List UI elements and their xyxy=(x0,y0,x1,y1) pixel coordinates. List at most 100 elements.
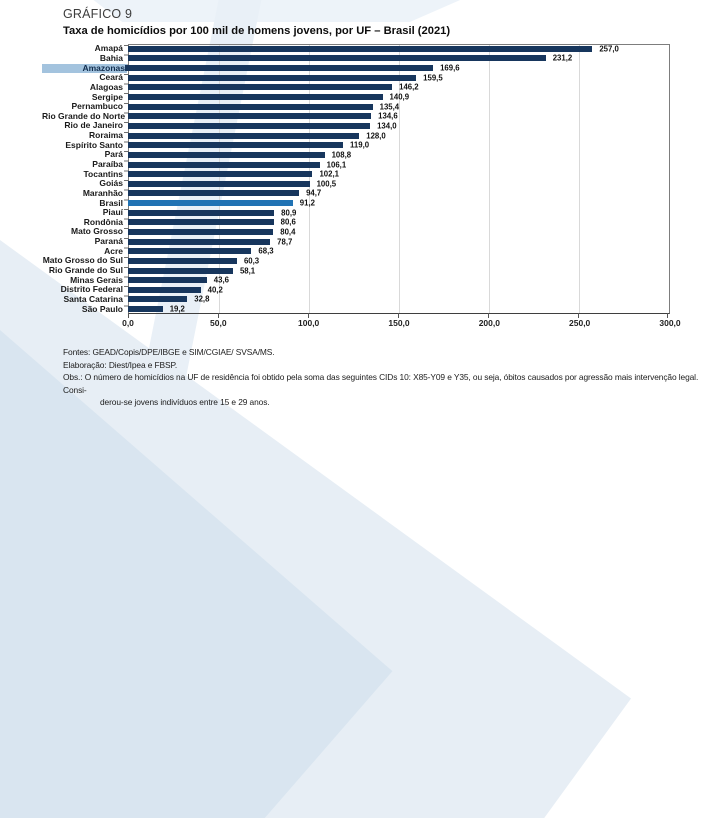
category-label: Pará xyxy=(104,149,123,160)
chart-row: Amazonas 169,6 xyxy=(42,63,670,73)
gridline xyxy=(309,45,310,313)
x-tick-label: 150,0 xyxy=(388,318,410,328)
chart-row: Paraná 78,7 xyxy=(42,237,670,247)
chart-row: Santa Catarina 32,8 xyxy=(42,294,670,305)
chart-row: Minas Gerais 43,6 xyxy=(42,275,670,285)
value-label: 231,2 xyxy=(552,53,573,63)
value-label: 32,8 xyxy=(194,294,210,304)
bar xyxy=(128,257,237,264)
bar-track: 80,6 xyxy=(128,218,670,228)
bar xyxy=(128,171,313,178)
chart-title: Taxa de homicídios por 100 mil de homens… xyxy=(63,25,451,37)
chart-row: Goiás 100,5 xyxy=(42,179,670,189)
bar-track: 32,8 xyxy=(128,295,670,305)
chart-row: Distrito Federal 40,2 xyxy=(42,285,670,295)
value-label: 91,2 xyxy=(299,198,315,208)
bar-track: 119,0 xyxy=(128,140,670,150)
chart-row: Tocantins 102,1 xyxy=(42,169,670,179)
bar-track: 146,2 xyxy=(128,83,670,93)
category-label: Amazonas xyxy=(42,63,127,73)
category-label: Rondônia xyxy=(83,216,123,227)
chart-row: Roraima 128,0 xyxy=(42,131,670,141)
chart-row: Acre 68,3 xyxy=(42,246,670,256)
value-label: 78,7 xyxy=(277,237,293,247)
value-label: 68,3 xyxy=(258,246,274,256)
category-label: Rio Grande do Sul xyxy=(48,265,123,276)
bar xyxy=(128,103,373,110)
value-label: 140,9 xyxy=(389,92,410,102)
bar-track: 19,2 xyxy=(128,304,670,314)
bar-chart: Amapá 257,0 Bahia 231,2 Amazonas 169,6 Ceará 15… xyxy=(42,44,670,318)
bar-track: 58,1 xyxy=(128,266,670,276)
value-label: 106,1 xyxy=(326,160,347,169)
x-tick-mark xyxy=(667,313,668,318)
x-tick-label: 50,0 xyxy=(210,318,227,328)
value-label: 119,0 xyxy=(349,140,370,150)
bar xyxy=(128,200,293,207)
bar xyxy=(128,296,188,303)
chart-row: Piauí 80,9 xyxy=(42,208,670,218)
value-label: 146,2 xyxy=(399,82,419,92)
category-label: Pernambuco xyxy=(71,101,124,112)
category-label: Brasil xyxy=(99,197,123,208)
value-label: 40,2 xyxy=(207,285,223,295)
category-label: Mato Grosso do Sul xyxy=(42,255,123,266)
bar-track: 80,9 xyxy=(128,208,670,218)
category-label: Minas Gerais xyxy=(70,274,123,285)
category-label: Acre xyxy=(104,245,123,256)
chart-row: Rio de Janeiro 134,0 xyxy=(42,121,670,131)
category-label: Roraima xyxy=(88,130,123,141)
bar-track: 43,6 xyxy=(128,275,670,285)
bar xyxy=(128,306,163,313)
bar xyxy=(128,209,275,216)
bar-track: 60,3 xyxy=(128,256,670,266)
footer-elaboracao: Elaboração: Diest/Ipea e FBSP. xyxy=(63,359,178,370)
chart-row: São Paulo 19,2 xyxy=(42,304,670,314)
value-label: 135,4 xyxy=(379,102,400,112)
x-tick-label: 250,0 xyxy=(569,318,591,328)
x-axis-labels: 0,0 50,0 100,0 150,0 200,0 250,0 300,0 xyxy=(122,314,681,329)
bar xyxy=(128,286,201,293)
bar xyxy=(128,180,310,187)
bar xyxy=(128,132,360,139)
chart-row: Ceará 159,5 xyxy=(42,73,670,83)
chart-rows: Amapá 257,0 Bahia 231,2 Amazonas 169,6 Ceará 15… xyxy=(42,44,670,314)
bar xyxy=(128,161,320,168)
chart-row: Maranhão 94,7 xyxy=(42,188,670,199)
chart-row: Alagoas 146,2 xyxy=(42,81,670,93)
x-tick-label: 300,0 xyxy=(659,318,681,328)
bar-track: 128,0 xyxy=(128,131,670,141)
gridline xyxy=(489,45,490,313)
footer-obs-line1: Obs.: O número de homicídios na UF de re… xyxy=(63,372,699,395)
value-label: 108,8 xyxy=(331,150,352,160)
bar-track: 40,2 xyxy=(128,285,670,295)
category-label: Espírito Santo xyxy=(65,139,123,150)
chart-footer: Fontes: GEAD/Copis/DPE/IBGE e SIM/CGIAE/… xyxy=(63,346,713,409)
category-label: Amapá xyxy=(94,43,123,54)
footer-obs-line2: derou-se jovens indivíduos entre 15 e 29… xyxy=(100,397,270,407)
chart-row: Pernambuco 135,4 xyxy=(42,102,670,112)
chart-row: Amapá 257,0 xyxy=(42,44,670,54)
value-label: 80,9 xyxy=(281,208,297,218)
value-label: 134,6 xyxy=(378,111,398,121)
bar-track: 102,1 xyxy=(128,169,670,179)
value-label: 102,1 xyxy=(319,169,339,179)
value-label: 128,0 xyxy=(366,131,386,141)
bar xyxy=(128,248,252,255)
gridline xyxy=(399,45,400,313)
bar-track: 140,9 xyxy=(128,92,670,102)
value-label: 134,0 xyxy=(377,121,397,131)
category-label: Tocantins xyxy=(83,168,123,179)
bar xyxy=(128,113,372,120)
bar xyxy=(128,151,325,158)
value-label: 60,3 xyxy=(243,256,260,266)
bar xyxy=(128,228,274,235)
category-label: Rio Grande do Norte xyxy=(42,110,126,121)
value-label: 80,4 xyxy=(280,227,296,237)
category-label: Alagoas xyxy=(89,81,123,92)
bar-track: 134,0 xyxy=(128,121,670,131)
bar xyxy=(128,190,300,197)
value-label: 58,1 xyxy=(239,266,256,276)
x-tick-label: 0,0 xyxy=(122,318,134,328)
chart-row: Bahia 231,2 xyxy=(42,53,670,64)
